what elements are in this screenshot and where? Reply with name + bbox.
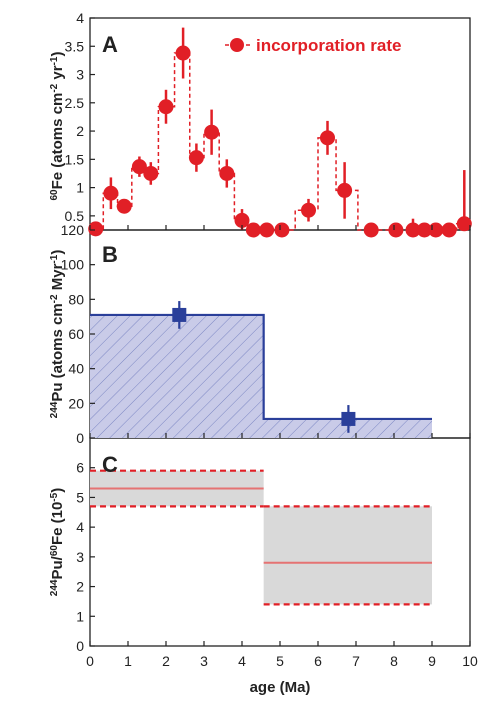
panel-b-ytick-label: 20 (68, 395, 84, 411)
pu-point-0 (172, 307, 187, 322)
panel-a-ytick-label: 1.5 (65, 151, 85, 167)
fe-point-23 (456, 216, 472, 232)
panel-a-data (88, 27, 472, 238)
xtick-label: 10 (462, 653, 478, 669)
panel-a-ytick-label: 2 (76, 123, 84, 139)
fe-point-18 (388, 222, 404, 238)
xtick-label: 9 (428, 653, 436, 669)
fe-point-3 (131, 159, 147, 175)
fe-point-20 (416, 222, 432, 238)
panel-a-ytick-label: 3.5 (65, 38, 85, 54)
panel-b-ytick-label: 60 (68, 326, 84, 342)
fe-point-14 (301, 202, 316, 218)
ratio-band-1 (263, 506, 432, 605)
x-axis-label: age (Ma) (250, 679, 311, 696)
panel-c-ytick-label: 2 (76, 579, 84, 595)
panel-c-ytick-label: 5 (76, 489, 84, 505)
panel-b-ytick-label: 100 (61, 257, 85, 273)
xtick-label: 6 (314, 653, 322, 669)
legend-label: incorporation rate (256, 36, 401, 55)
xtick-label: 2 (162, 653, 170, 669)
panel-c-ytick-label: 0 (76, 638, 84, 654)
fe-point-6 (175, 45, 191, 61)
y-axis-label-c: 244Pu/60Fe (10-5) (49, 488, 67, 596)
xtick-label: 5 (276, 653, 284, 669)
xtick-label: 8 (390, 653, 398, 669)
fe-point-2 (116, 198, 132, 214)
fe-point-22 (441, 222, 457, 238)
panel-a-ytick-label: 2.5 (65, 95, 85, 111)
panel-b-data (90, 301, 432, 438)
panel-c-data (90, 469, 432, 606)
fe-point-12 (259, 222, 275, 238)
fe-point-1 (103, 185, 119, 201)
panel-c-ytick-label: 6 (76, 460, 84, 476)
fe-point-21 (428, 222, 444, 238)
fe-point-16 (337, 182, 353, 198)
fe-point-9 (219, 165, 235, 181)
panel-b-ytick-label: 80 (68, 291, 84, 307)
fe-point-19 (405, 222, 421, 238)
fe-point-10 (234, 212, 250, 228)
fe-point-11 (245, 222, 261, 238)
y-axis-label-a: 60Fe (atoms cm-2 yr-1) (49, 52, 67, 201)
panel-letter-b: B (102, 242, 118, 267)
xtick-label: 0 (86, 653, 94, 669)
xtick-label: 4 (238, 653, 246, 669)
panel-a-ytick-label: 4 (76, 10, 84, 26)
fe-point-4 (143, 165, 159, 181)
pu-area-hatch (90, 314, 432, 438)
panel-a-ytick-label: 1 (76, 180, 84, 196)
fe-point-17 (363, 222, 379, 238)
xtick-label: 7 (352, 653, 360, 669)
fe-point-0 (88, 221, 104, 237)
panel-b-ytick-label: 0 (76, 430, 84, 446)
panel-a-ytick-label: 0.5 (65, 208, 85, 224)
fe-step-line (89, 52, 470, 231)
legend-marker (230, 38, 244, 52)
panel-a-ytick-label: 3 (76, 67, 84, 83)
legend: incorporation rate (225, 36, 401, 55)
panel-letter-a: A (102, 32, 118, 57)
panel-b-ytick-label: 40 (68, 361, 84, 377)
y-axis-label-b: 244Pu (atoms cm-2 Myr-1) (49, 250, 67, 419)
panel-c-ytick-label: 3 (76, 549, 84, 565)
fe-point-15 (320, 130, 335, 146)
xtick-label: 1 (124, 653, 132, 669)
panel-c-ytick-label: 1 (76, 608, 84, 624)
xtick-label: 3 (200, 653, 208, 669)
pu-point-1 (341, 411, 356, 426)
panel-b-ytick-label: 120 (61, 222, 85, 238)
fe-point-5 (158, 99, 174, 115)
fe-point-8 (204, 124, 220, 140)
fe-point-13 (274, 222, 290, 238)
fe-point-7 (188, 150, 204, 166)
panel-letter-c: C (102, 452, 118, 477)
panel-c-ytick-label: 4 (76, 519, 84, 535)
